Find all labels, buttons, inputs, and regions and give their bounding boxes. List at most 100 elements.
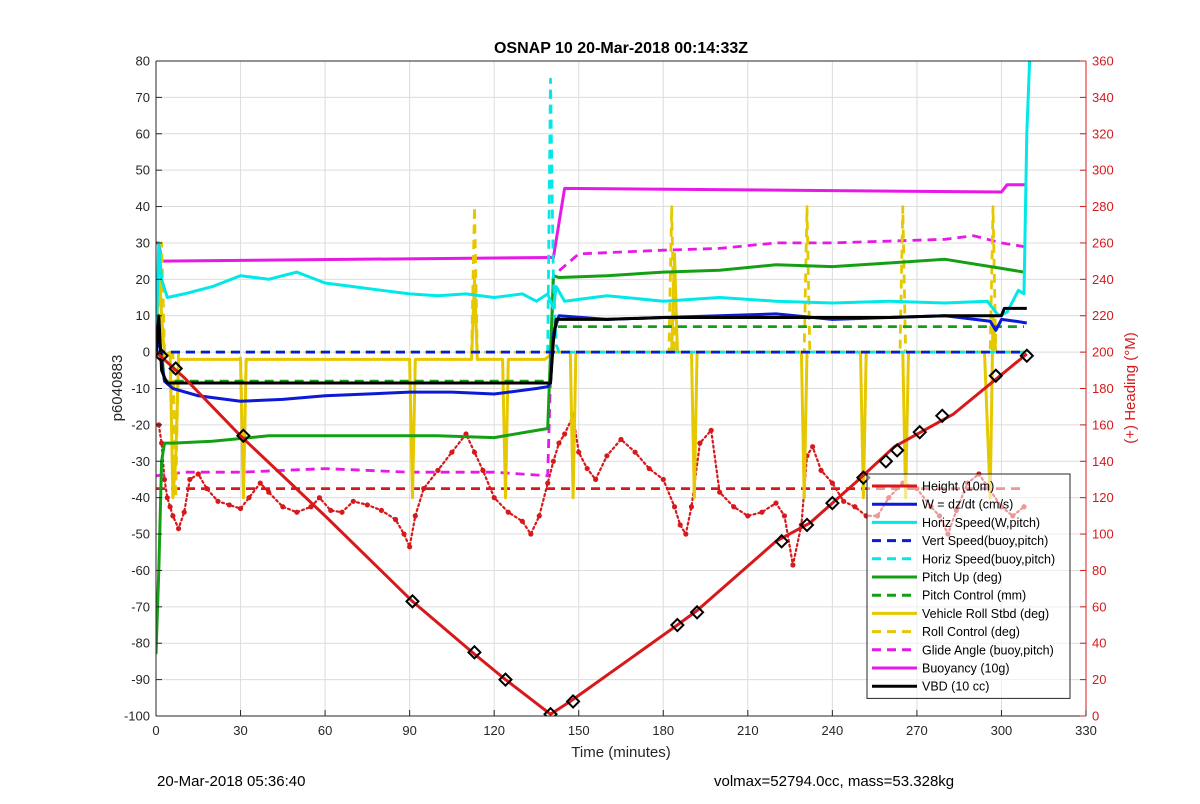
series-heading-m-point (519, 518, 525, 524)
y-tick-label: -60 (131, 563, 150, 578)
series-height-10m-marker (988, 368, 1004, 384)
y-tick-label: -20 (131, 417, 150, 432)
y-tick-label: -30 (131, 454, 150, 469)
series-heading-m-point (491, 495, 497, 501)
y-tick-label: 20 (136, 272, 150, 287)
series-heading-m-point (683, 531, 689, 537)
legend-label: Pitch Control (mm) (922, 589, 1026, 603)
series-heading-m-point (556, 440, 562, 446)
y-tick-label: -100 (124, 709, 150, 724)
y2-tick-label: 340 (1092, 90, 1114, 105)
legend-label: Pitch Up (deg) (922, 571, 1002, 585)
x-tick-label: 60 (318, 723, 332, 738)
legend-label: Horiz Speed(buoy,pitch) (922, 552, 1055, 566)
y2-tick-label: 160 (1092, 417, 1114, 432)
y2-tick-label: 220 (1092, 308, 1114, 323)
y-tick-label: -90 (131, 672, 150, 687)
y2-axis-label: (+) Heading (°M) (1122, 332, 1139, 443)
y2-tick-label: 140 (1092, 454, 1114, 469)
y2-tick-label: 100 (1092, 527, 1114, 542)
series-heading-m-point (545, 480, 551, 486)
series-height-10m-marker (689, 604, 705, 620)
y2-tick-label: 320 (1092, 126, 1114, 141)
y2-tick-label: 40 (1092, 636, 1106, 651)
series-heading-m-point (257, 480, 263, 486)
series-heading-m-point (632, 449, 638, 455)
series-heading-m-point (677, 522, 683, 528)
x-tick-label: 90 (402, 723, 416, 738)
series-heading-m-point (660, 476, 666, 483)
series-roll-control-deg-line (156, 205, 1024, 500)
series-heading-m-point (407, 544, 413, 550)
series-heading-m-point (364, 502, 370, 508)
series-heading-m-point (829, 480, 835, 486)
series-height-10m-line (156, 350, 1028, 716)
series-heading-m-point (161, 476, 168, 483)
x-tick-label: 120 (483, 723, 505, 738)
series-height-10m-marker (774, 533, 790, 549)
series-height-10m-marker (669, 617, 685, 633)
series-heading-m-point (294, 509, 300, 515)
y-tick-label: 0 (143, 345, 150, 360)
y-tick-label: 40 (136, 199, 150, 214)
legend-label: Horiz Speed(W,pitch) (922, 516, 1040, 530)
x-axis-label: Time (minutes) (571, 744, 670, 761)
series-heading-m-point (604, 453, 610, 459)
series-heading-m-point (170, 513, 176, 519)
series-heading-m-point (435, 467, 441, 473)
series-heading-m-point (697, 440, 703, 446)
y-tick-label: -80 (131, 636, 150, 651)
series-heading-m-point (536, 513, 542, 519)
x-tick-label: 180 (652, 723, 674, 738)
y-tick-label: -50 (131, 527, 150, 542)
legend-label: Glide Angle (buoy,pitch) (922, 643, 1054, 657)
y2-tick-label: 20 (1092, 672, 1106, 687)
x-tick-label: 330 (1075, 723, 1097, 738)
legend-label: Roll Control (deg) (922, 625, 1020, 639)
series-heading-m-point (167, 504, 173, 510)
y2-tick-label: 200 (1092, 345, 1114, 360)
series-heading-m-point (781, 513, 788, 519)
series-heading-m-point (584, 465, 590, 472)
series-height-10m-marker (824, 495, 840, 511)
series-horiz-speed-w-pitch-line (156, 61, 1032, 353)
y-tick-label: 70 (136, 90, 150, 105)
series-heading-m-point (593, 476, 599, 483)
series-height-10m-marker (168, 361, 184, 376)
series-height-10m-marker (156, 348, 170, 364)
series-pitch-up-deg-line (156, 257, 1025, 655)
series-heading-m-point (562, 431, 568, 437)
y2-tick-label: 300 (1092, 163, 1114, 178)
series-height-10m-marker (912, 424, 928, 440)
series-heading-m-point (421, 485, 427, 492)
series-heading-m-point (528, 531, 534, 537)
y2-tick-label: 0 (1092, 709, 1099, 724)
y-tick-label: -40 (131, 490, 150, 505)
y2-tick-label: 120 (1092, 490, 1114, 505)
series-heading-m-point (576, 449, 582, 455)
series-heading-m-point (550, 458, 556, 464)
series-heading-m-point (195, 471, 201, 477)
x-tick-label: 0 (152, 723, 159, 738)
series-heading-m-point (505, 509, 511, 515)
series-heading-m-point (280, 504, 286, 510)
series-heading-m-point (226, 502, 232, 508)
y2-tick-label: 260 (1092, 235, 1114, 250)
series-heading-m-point (328, 507, 334, 514)
x-tick-label: 30 (233, 723, 247, 738)
series-heading-m-point (708, 427, 714, 433)
series-heading-m-point (412, 513, 418, 519)
series-heading-m-point (841, 498, 847, 504)
x-tick-label: 150 (568, 723, 590, 738)
series-height-10m-marker (934, 408, 950, 424)
series-heading-m-point (350, 498, 356, 504)
series-heading-m-point (773, 500, 779, 506)
series-height-10m-marker (878, 453, 894, 469)
series-heading-m-point (175, 525, 182, 532)
y2-tick-label: 280 (1092, 199, 1114, 214)
y2-tick-label: 80 (1092, 563, 1106, 578)
series-heading-m-point (745, 513, 751, 519)
legend-label: Vehicle Roll Stbd (deg) (922, 607, 1049, 621)
series-height-10m-marker (799, 517, 815, 533)
